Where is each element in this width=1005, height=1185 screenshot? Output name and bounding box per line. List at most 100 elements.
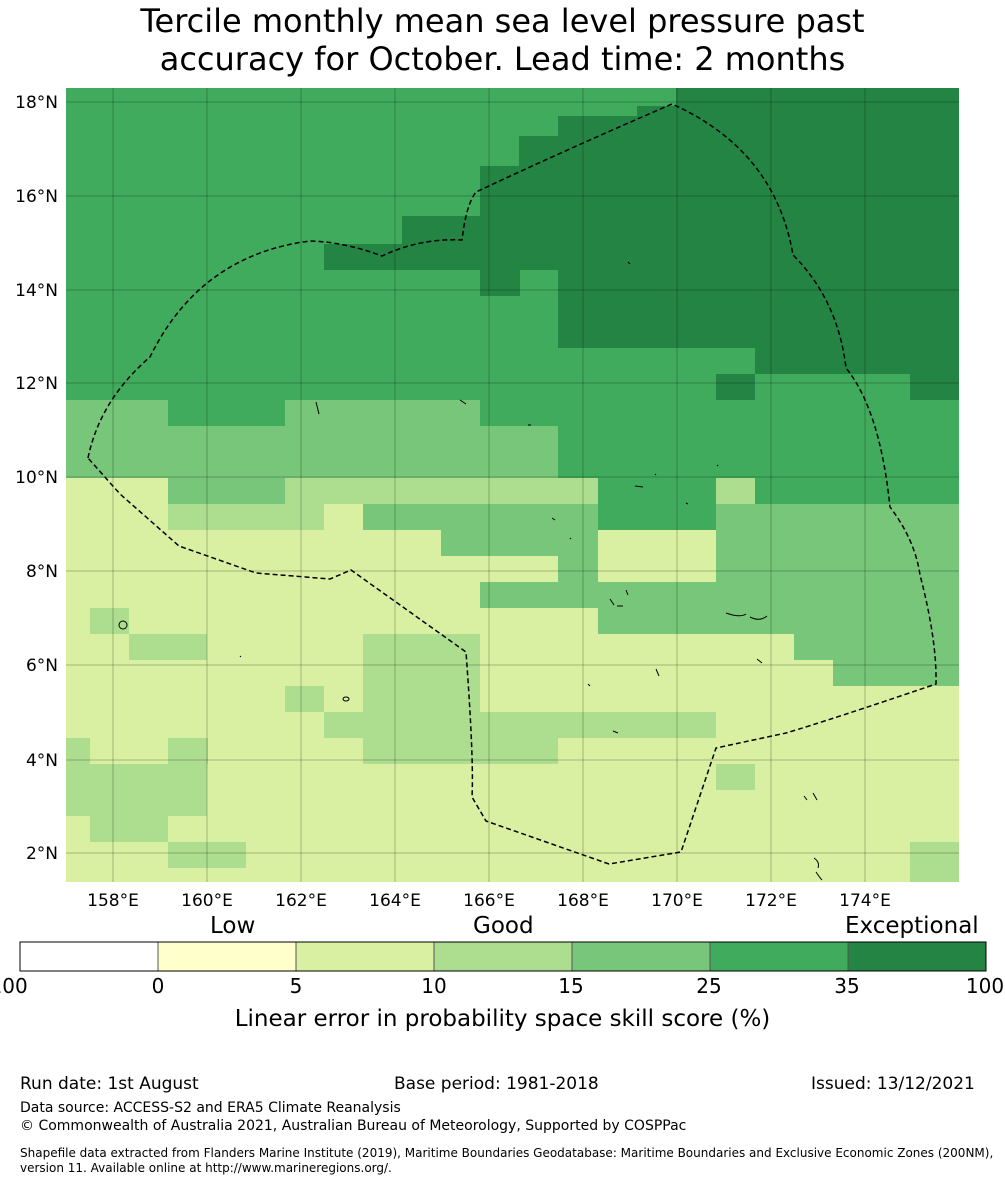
island bbox=[725, 612, 768, 620]
skill-cell bbox=[168, 478, 285, 504]
skill-cell bbox=[558, 270, 959, 348]
island bbox=[118, 620, 128, 630]
skill-cell bbox=[66, 764, 207, 816]
longitude-tick-label: 170°E bbox=[651, 891, 703, 911]
longitude-tick-label: 166°E bbox=[463, 891, 515, 911]
skill-cell bbox=[558, 426, 959, 478]
colorbar-bin bbox=[709, 941, 849, 972]
latitude-tick-label: 12°N bbox=[15, 374, 58, 394]
skill-cell bbox=[480, 166, 959, 216]
skill-cell bbox=[558, 556, 598, 582]
skill-cell bbox=[833, 738, 872, 764]
latitude-tick-label: 10°N bbox=[15, 468, 58, 488]
colorbar-tick: 10 bbox=[421, 974, 447, 998]
colorbar-tick: 100 bbox=[965, 974, 1005, 998]
skill-cell bbox=[324, 712, 716, 738]
colorbar-bin bbox=[433, 941, 573, 972]
colorbar-tick: 35 bbox=[834, 974, 860, 998]
longitude-labels: 158°E 160°E 162°E 164°E 166°E 168°E 170°E 172°E… bbox=[87, 891, 891, 911]
skill-cell bbox=[833, 660, 959, 686]
skill-cell bbox=[66, 556, 207, 608]
skill-cell bbox=[90, 816, 168, 842]
skill-cell bbox=[324, 244, 959, 270]
skill-cell bbox=[363, 738, 558, 764]
colorbar-tick: 0 bbox=[151, 974, 165, 998]
colorbar-bin bbox=[157, 941, 297, 972]
longitude-tick-label: 168°E bbox=[557, 891, 609, 911]
latitude-tick-label: 2°N bbox=[26, 844, 58, 864]
island bbox=[813, 857, 823, 881]
colorbar-tick: -100 bbox=[0, 974, 28, 998]
skill-cell bbox=[285, 816, 324, 882]
skill-cell bbox=[129, 634, 207, 660]
skill-cell bbox=[168, 738, 208, 764]
skill-cell bbox=[66, 738, 90, 764]
island bbox=[634, 464, 719, 505]
skill-cell bbox=[558, 790, 598, 816]
skill-cell bbox=[637, 790, 755, 816]
title-line-1: Tercile monthly mean sea level pressure … bbox=[140, 2, 865, 40]
copyright: © Commonwealth of Australia 2021, Austra… bbox=[20, 1118, 687, 1134]
skill-cell bbox=[519, 136, 959, 166]
latitude-tick-label: 8°N bbox=[26, 562, 58, 582]
islands bbox=[118, 261, 823, 881]
colorbar-tick: 15 bbox=[558, 974, 584, 998]
category-exceptional: Exceptional bbox=[845, 913, 979, 939]
latitude-tick-label: 4°N bbox=[26, 751, 58, 771]
map-title: Tercile monthly mean sea level pressure … bbox=[0, 2, 1005, 78]
shapefile-credit-2: version 11. Available online at http://w… bbox=[20, 1161, 392, 1175]
colorbar-bin bbox=[571, 941, 711, 972]
skill-cell bbox=[66, 400, 168, 478]
latitude-tick-label: 6°N bbox=[26, 656, 58, 676]
base-period: Base period: 1981-2018 bbox=[394, 1074, 599, 1094]
skill-cell bbox=[833, 842, 911, 882]
latitude-tick-label: 16°N bbox=[15, 187, 58, 207]
skill-cell bbox=[66, 816, 90, 882]
skill-cell bbox=[441, 530, 598, 556]
skill-cell bbox=[168, 400, 285, 426]
latitude-tick-label: 18°N bbox=[15, 93, 58, 113]
colorbar-bin bbox=[19, 941, 159, 972]
skill-cell bbox=[558, 116, 959, 136]
longitude-tick-label: 164°E bbox=[369, 891, 421, 911]
island bbox=[315, 261, 631, 426]
latitude-labels: 2°N 4°N 6°N 8°N 10°N 12°N 14°N 16°N 18°N bbox=[15, 93, 58, 864]
run-date: Run date: 1st August bbox=[20, 1074, 199, 1094]
skill-cell bbox=[598, 816, 716, 842]
island bbox=[803, 792, 818, 801]
colorbar-bin bbox=[847, 941, 987, 972]
skill-cell bbox=[285, 686, 324, 712]
issued-date: Issued: 13/12/2021 bbox=[811, 1074, 975, 1094]
longitude-tick-label: 158°E bbox=[87, 891, 139, 911]
skill-cell bbox=[872, 816, 950, 842]
skill-cell bbox=[716, 504, 959, 634]
longitude-tick-label: 174°E bbox=[839, 891, 891, 911]
longitude-tick-label: 172°E bbox=[745, 891, 797, 911]
skill-cell bbox=[480, 400, 959, 426]
island bbox=[239, 517, 591, 687]
skill-cell bbox=[558, 738, 716, 764]
skill-cell bbox=[716, 842, 755, 882]
skill-cell bbox=[755, 348, 959, 374]
skill-grid bbox=[66, 88, 959, 882]
skill-cell bbox=[363, 504, 598, 530]
skill-cell bbox=[910, 374, 959, 400]
title-line-2: accuracy for October. Lead time: 2 month… bbox=[159, 40, 846, 78]
shapefile-credit-1: Shapefile data extracted from Flanders M… bbox=[20, 1146, 994, 1160]
skill-cell bbox=[168, 842, 246, 868]
skill-cell bbox=[716, 764, 755, 790]
skill-cell bbox=[207, 790, 285, 816]
colorbar-outline bbox=[19, 941, 987, 972]
longitude-tick-label: 162°E bbox=[275, 891, 327, 911]
island bbox=[609, 589, 629, 607]
skill-cell bbox=[598, 478, 716, 530]
data-source: Data source: ACCESS-S2 and ERA5 Climate … bbox=[20, 1100, 401, 1116]
colorbar-tick: 5 bbox=[289, 974, 303, 998]
skill-cell bbox=[480, 244, 520, 296]
skill-cell bbox=[324, 504, 363, 530]
category-low: Low bbox=[210, 913, 256, 939]
colorbar-bin bbox=[295, 941, 435, 972]
latitude-tick-label: 14°N bbox=[15, 281, 58, 301]
longitude-tick-label: 160°E bbox=[181, 891, 233, 911]
